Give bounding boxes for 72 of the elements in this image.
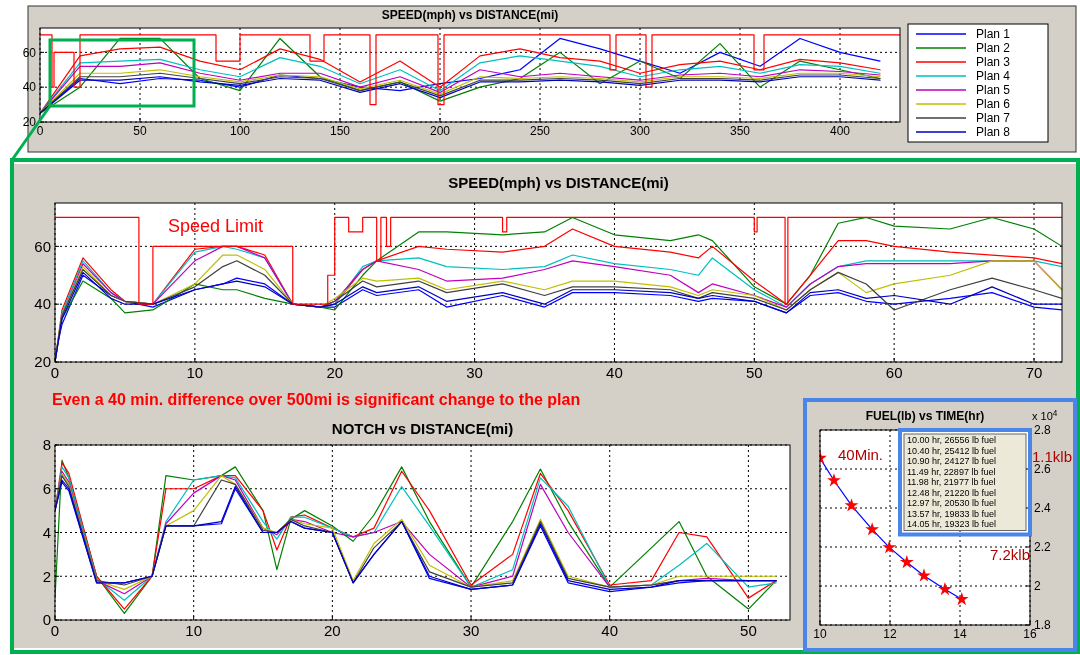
- x-tick-label: 150: [329, 124, 351, 138]
- annotation: 14.05 hr, 19323 lb fuel: [907, 519, 997, 529]
- point: [917, 568, 931, 582]
- y2-tick-label: 2.6: [1034, 462, 1052, 477]
- y-tick-label: 6: [42, 480, 51, 497]
- annotation: 12.48 hr, 21220 lb fuel: [907, 487, 997, 498]
- annotation: 7.2klb: [990, 546, 1031, 563]
- chart-title: FUEL(lb) vs TIME(hr): [865, 409, 985, 423]
- annotation: 10.00 hr, 26556 lb fuel: [907, 435, 997, 445]
- annotation: Speed Limit: [168, 216, 264, 236]
- y2-tick-label: 2.4: [1034, 501, 1052, 516]
- point: [899, 554, 914, 569]
- annotation: 12.97 hr, 20530 lb fuel: [907, 498, 997, 508]
- x-tick-label: 20: [326, 364, 344, 381]
- y-tick-label: 40: [22, 80, 37, 95]
- x-tick-label: 40: [606, 364, 623, 381]
- x-tick-label: 70: [1025, 364, 1043, 381]
- point: [882, 540, 897, 554]
- x-tick-label: 400: [829, 124, 851, 138]
- y-tick-label: 8: [42, 436, 51, 454]
- annotation: 10.40 hr, 25412 lb fuel: [907, 445, 997, 456]
- x-tick-label: 30: [462, 622, 480, 639]
- point: [954, 591, 969, 606]
- y-tick-label: 60: [34, 237, 51, 255]
- x-tick-label: 300: [629, 124, 651, 138]
- legend-label: Plan 1: [976, 27, 1011, 42]
- y2-tick-label: 2.8: [1034, 423, 1052, 438]
- annotation: 11.98 hr, 21977 lb fuel: [907, 477, 996, 487]
- x-tick-label: 14: [953, 627, 967, 641]
- x-tick-label: 10: [186, 364, 204, 381]
- legend-label: Plan 8: [976, 125, 1011, 140]
- legend-label: Plan 3: [976, 55, 1011, 70]
- x-tick-label: 100: [229, 124, 251, 138]
- legend-label: Plan 7: [976, 111, 1011, 126]
- chart-title: SPEED(mph) vs DISTANCE(mi): [381, 8, 559, 22]
- x-tick-label: 40: [601, 622, 619, 639]
- x-tick-label: 12: [883, 627, 897, 641]
- text: Even a 40 min. difference over 500mi is significant change to the plan: [52, 391, 581, 408]
- x-tick-label: 20: [324, 622, 341, 639]
- annotation: 40Min.: [838, 446, 884, 463]
- x-tick-label: 50: [133, 124, 147, 138]
- x-tick-label: 30: [466, 364, 483, 381]
- y-tick-label: 2: [42, 567, 51, 585]
- legend-label: Plan 4: [976, 69, 1011, 84]
- point: [865, 522, 880, 536]
- x-tick-label: 10: [185, 622, 203, 639]
- x-tick-label: 50: [740, 622, 757, 639]
- y2-axis-title: x 10$^{4}$: [1032, 408, 1058, 422]
- x-tick-label: 50: [745, 364, 763, 381]
- y2-tick-label: 2: [1034, 579, 1041, 594]
- legend-label: Plan 6: [976, 97, 1011, 112]
- annotation: 13.57 hr, 19833 lb fuel: [907, 508, 997, 519]
- annotation: 10.90 hr, 24127 lb fuel: [907, 456, 997, 466]
- point: [827, 473, 841, 487]
- x-tick-label: 16: [1023, 627, 1037, 641]
- x-tick-label: 350: [729, 124, 751, 138]
- annotation: 11.49 hr, 22897 lb fuel: [907, 466, 996, 477]
- point: [844, 498, 859, 512]
- chart-title: SPEED(mph) vs DISTANCE(mi): [448, 174, 669, 191]
- y-tick-label: 40: [34, 295, 51, 313]
- point: [938, 582, 952, 596]
- legend-label: Plan 2: [976, 41, 1011, 56]
- y-tick-label: 60: [22, 45, 37, 60]
- x-tick-label: 200: [429, 124, 451, 138]
- chart-title: NOTCH vs DISTANCE(mi): [331, 420, 514, 437]
- x-tick-label: 10: [813, 627, 827, 641]
- y2-tick-label: 2.2: [1034, 540, 1052, 555]
- legend-label: Plan 5: [976, 83, 1011, 98]
- x-tick-label: 250: [529, 124, 551, 138]
- x-tick-label: 60: [885, 364, 903, 381]
- text: 1.1klb: [1032, 448, 1073, 465]
- y-tick-label: 4: [42, 523, 51, 541]
